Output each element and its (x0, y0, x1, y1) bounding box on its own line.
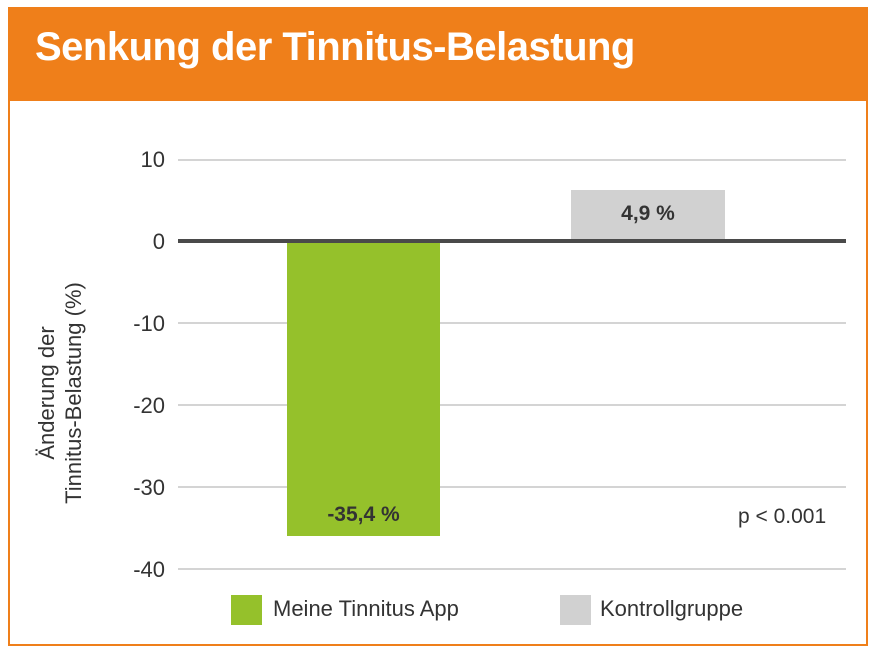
y-axis-label-line2: Tinnitus-Belastung (%) (61, 282, 86, 504)
y-tick-label: -10 (133, 311, 165, 336)
y-tick-label: -40 (133, 557, 165, 582)
legend-label-control: Kontrollgruppe (600, 596, 744, 621)
gridline-minus-10 (178, 322, 846, 324)
zero-line (178, 239, 846, 243)
y-axis-label-line1: Änderung der (34, 326, 59, 460)
chart-header: Senkung der Tinnitus-Belastung (8, 7, 868, 101)
bar-meine-tinnitus-app: -35,4 % (287, 241, 440, 536)
legend-swatch-control (560, 595, 591, 625)
gridline-10 (178, 159, 846, 161)
p-value-annotation: p < 0.001 (738, 505, 827, 528)
legend-label-app: Meine Tinnitus App (273, 596, 459, 621)
gridline-minus-30 (178, 486, 846, 488)
y-tick-label: 10 (140, 147, 165, 172)
chart-title: Senkung der Tinnitus-Belastung (35, 25, 635, 69)
y-tick-label: 0 (152, 229, 165, 254)
gridline-minus-20 (178, 404, 846, 406)
legend-swatch-app (231, 595, 262, 625)
bar-kontrollgruppe: 4,9 % (571, 190, 725, 241)
y-axis-label: Änderung der Tinnitus-Belastung (%) (33, 282, 87, 504)
bar-value-label: 4,9 % (621, 202, 675, 225)
gridline-minus-40 (178, 568, 846, 570)
y-tick-label: -20 (133, 393, 165, 418)
bar-value-label: -35,4 % (327, 503, 400, 526)
y-tick-label: -30 (133, 475, 165, 500)
